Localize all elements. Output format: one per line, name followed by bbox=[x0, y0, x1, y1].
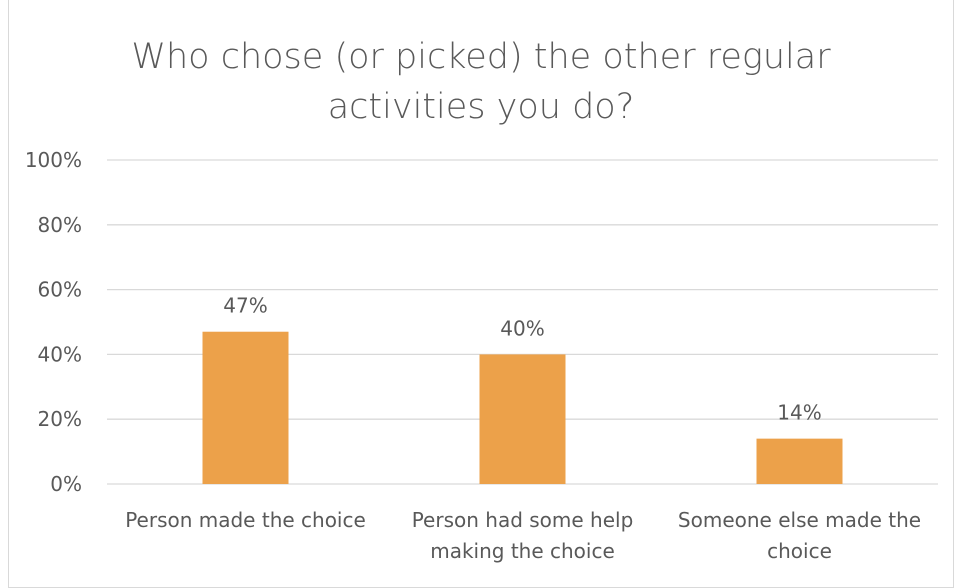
category-label-2: Person had some help making the choice bbox=[412, 508, 634, 563]
y-tick-label: 100% bbox=[25, 148, 82, 172]
data-label-1: 47% bbox=[223, 294, 267, 318]
y-tick-label: 0% bbox=[50, 472, 82, 496]
chart-title: Who chose (or picked) the other regular … bbox=[131, 37, 831, 127]
y-tick-label: 40% bbox=[38, 342, 82, 366]
bar-2 bbox=[479, 354, 566, 484]
data-label-2: 40% bbox=[500, 316, 544, 340]
y-tick-label: 20% bbox=[38, 407, 82, 431]
bar-3 bbox=[756, 438, 843, 484]
data-label-3: 14% bbox=[777, 401, 821, 425]
category-label-line: making the choice bbox=[430, 539, 615, 563]
x-axis-categories: Person made the choice Person had some he… bbox=[125, 508, 921, 563]
category-label-3: Someone else made the choice bbox=[678, 508, 921, 563]
bar-1 bbox=[202, 331, 289, 484]
category-label-1: Person made the choice bbox=[125, 508, 366, 532]
category-label-line: Person made the choice bbox=[125, 508, 366, 532]
category-label-line: choice bbox=[767, 539, 832, 563]
y-tick-label: 80% bbox=[38, 213, 82, 237]
y-tick-label: 60% bbox=[38, 278, 82, 302]
category-label-line: Person had some help bbox=[412, 508, 634, 532]
bars bbox=[202, 331, 843, 484]
data-labels: 47% 40% 14% bbox=[223, 294, 821, 425]
chart-frame bbox=[8, 0, 954, 588]
category-label-line: Someone else made the bbox=[678, 508, 921, 532]
y-axis-ticks: 0% 20% 40% 60% 80% 100% bbox=[25, 148, 82, 496]
